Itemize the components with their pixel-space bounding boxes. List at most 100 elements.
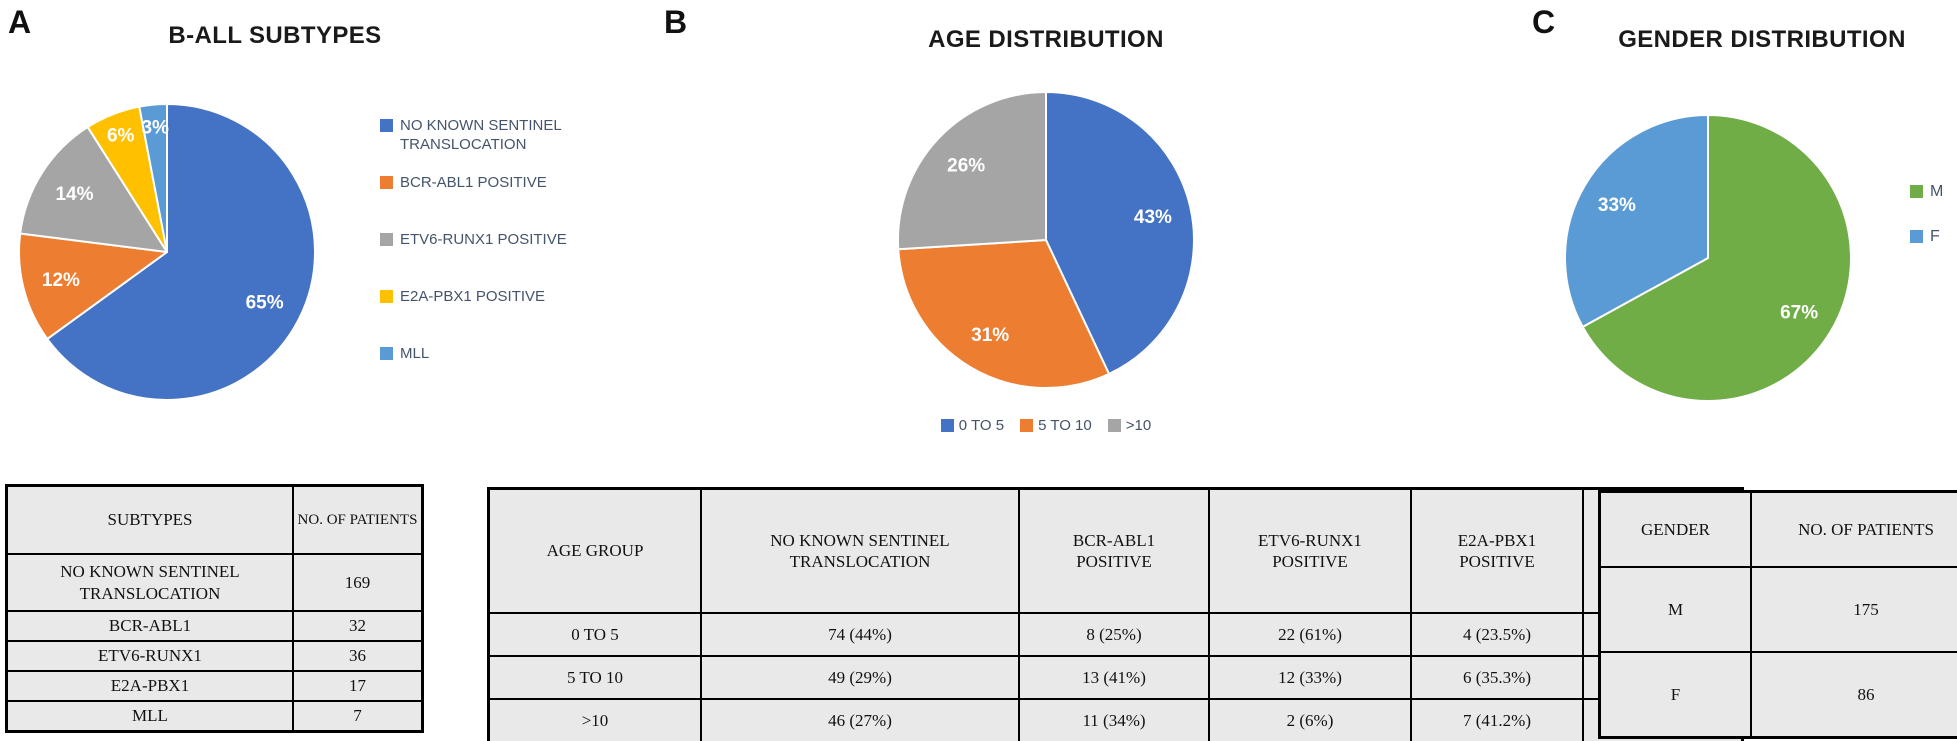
column-header: NO. OF PATIENTS — [1750, 490, 1957, 568]
pie-data-label: 14% — [55, 184, 93, 205]
pie-slice — [138, 103, 168, 253]
pie-svg: 67% 33% — [1564, 114, 1852, 402]
table-cell: 86 — [1750, 651, 1957, 739]
table-cell: 175 — [1750, 566, 1957, 653]
legend-label: F — [1930, 228, 1940, 245]
table-header-row: GENDER NO. OF PATIENTS — [1598, 490, 1957, 568]
column-header: GENDER — [1598, 490, 1752, 568]
table-cell: 74 (44%) — [700, 612, 1020, 657]
legend-label: E2A-PBX1 POSITIVE — [400, 288, 546, 305]
pie-slice — [1045, 91, 1195, 375]
table-cell: 6 (35.3%) — [1410, 655, 1584, 700]
column-header: AGE GROUP — [487, 487, 702, 614]
legend-swatch — [380, 347, 393, 360]
table-cell: M — [1598, 566, 1752, 653]
legend-item: E2A-PBX1 POSITIVE — [380, 287, 590, 327]
legend-swatch — [1910, 185, 1923, 198]
table-age-distribution: AGE GROUP NO KNOWN SENTINEL TRANSLOCATION… — [487, 487, 1744, 741]
table-cell: 36 — [292, 640, 424, 672]
legend-label: >10 — [1125, 417, 1152, 434]
table-cell: >10 — [487, 698, 702, 741]
pie-chart-b-all-subtypes: 65% 12% 14% 6% 3% — [17, 102, 317, 402]
legend-label: M — [1930, 183, 1944, 200]
table-cell: 8 (25%) — [1018, 612, 1210, 657]
legend-label: BCR-ABL1 POSITIVE — [400, 174, 547, 191]
table-cell: BCR-ABL1 — [5, 610, 294, 642]
table-cell: 49 (29%) — [700, 655, 1020, 700]
chart-title-b-all-subtypes: B-ALL SUBTYPES — [168, 22, 382, 49]
table-cell: 7 (41.2%) — [1410, 698, 1584, 741]
legend-item: ETV6-RUNX1 POSITIVE — [380, 230, 590, 270]
pie-svg: 43% 31% 26% — [897, 91, 1195, 389]
legend-label: NO KNOWN SENTINEL TRANSLOCATION — [400, 117, 562, 153]
chart-title-age-distribution: AGE DISTRIBUTION — [928, 26, 1164, 53]
table-cell: 32 — [292, 610, 424, 642]
legend-swatch — [1910, 230, 1923, 243]
legend-item: 0 TO 5 — [940, 416, 1005, 435]
table-cell: E2A-PBX1 — [5, 670, 294, 702]
column-header: SUBTYPES — [5, 484, 294, 555]
table-row: M 175 — [1598, 566, 1957, 653]
table-cell: 169 — [292, 553, 424, 612]
legend-b-all-subtypes: NO KNOWN SENTINEL TRANSLOCATION BCR-ABL1 … — [380, 116, 590, 401]
legend-item: MLL — [380, 344, 590, 384]
table-cell: MLL — [5, 700, 294, 733]
table-header-row: AGE GROUP NO KNOWN SENTINEL TRANSLOCATION… — [487, 487, 1744, 614]
column-header: BCR-ABL1 POSITIVE — [1018, 487, 1210, 614]
table-row: F 86 — [1598, 651, 1957, 739]
pie-data-label: 3% — [141, 117, 169, 138]
table-cell: 46 (27%) — [700, 698, 1020, 741]
legend-swatch — [380, 119, 393, 132]
pie-data-label: 12% — [42, 270, 80, 291]
legend-item: M — [1910, 182, 1943, 201]
pie-slice — [19, 126, 168, 253]
legend-age-distribution: 0 TO 5 5 TO 10 >10 — [846, 416, 1246, 435]
column-header: NO. OF PATIENTS — [292, 484, 424, 555]
table-cell: ETV6-RUNX1 — [5, 640, 294, 672]
table-row: BCR-ABL1 32 — [5, 610, 424, 642]
table-cell: 22 (61%) — [1208, 612, 1412, 657]
table-cell: 2 (6%) — [1208, 698, 1412, 741]
table-cell: 4 (23.5%) — [1410, 612, 1584, 657]
legend-swatch — [380, 290, 393, 303]
legend-label: 0 TO 5 — [958, 417, 1005, 434]
legend-swatch — [380, 233, 393, 246]
table-row: 0 TO 574 (44%)8 (25%)22 (61%)4 (23.5%)5 … — [487, 612, 1744, 657]
legend-item: BCR-ABL1 POSITIVE — [380, 173, 590, 213]
pie-slice — [18, 232, 168, 340]
table-row: MLL 7 — [5, 700, 424, 733]
pie-slice — [1581, 114, 1852, 402]
pie-data-label: 65% — [246, 292, 284, 313]
legend-label: MLL — [400, 345, 430, 362]
legend-swatch — [940, 419, 954, 432]
pie-slice — [46, 103, 317, 401]
pie-data-label: 6% — [107, 126, 135, 147]
panel-label-b: B — [664, 4, 688, 40]
pie-data-label: 33% — [1598, 195, 1636, 216]
panel-label-a: A — [8, 4, 32, 40]
legend-swatch — [1107, 419, 1121, 432]
legend-label: 5 TO 10 — [1038, 417, 1092, 434]
legend-item: >10 — [1107, 416, 1152, 435]
table-row: E2A-PBX1 17 — [5, 670, 424, 702]
table-cell: 7 — [292, 700, 424, 733]
pie-data-label: 67% — [1780, 303, 1818, 324]
table-cell: 11 (34%) — [1018, 698, 1210, 741]
column-header: NO KNOWN SENTINEL TRANSLOCATION — [700, 487, 1020, 614]
table-cell: 0 TO 5 — [487, 612, 702, 657]
table-cell: NO KNOWN SENTINEL TRANSLOCATION — [5, 553, 294, 612]
chart-title-gender-distribution: GENDER DISTRIBUTION — [1618, 26, 1906, 53]
table-row: ETV6-RUNX1 36 — [5, 640, 424, 672]
pie-data-label: 43% — [1134, 207, 1172, 228]
table-cell: 12 (33%) — [1208, 655, 1412, 700]
legend-swatch — [380, 176, 393, 189]
table-row: NO KNOWN SENTINEL TRANSLOCATION 169 — [5, 553, 424, 612]
panel-label-c: C — [1532, 4, 1556, 40]
pie-data-label: 31% — [971, 325, 1009, 346]
table-row: 5 TO 10 49 (29%) 13 (41%) 12 (33%) 6 (35.3%)… — [487, 655, 1744, 700]
legend-item: NO KNOWN SENTINEL TRANSLOCATION — [380, 116, 590, 156]
legend-item: F — [1910, 227, 1943, 246]
